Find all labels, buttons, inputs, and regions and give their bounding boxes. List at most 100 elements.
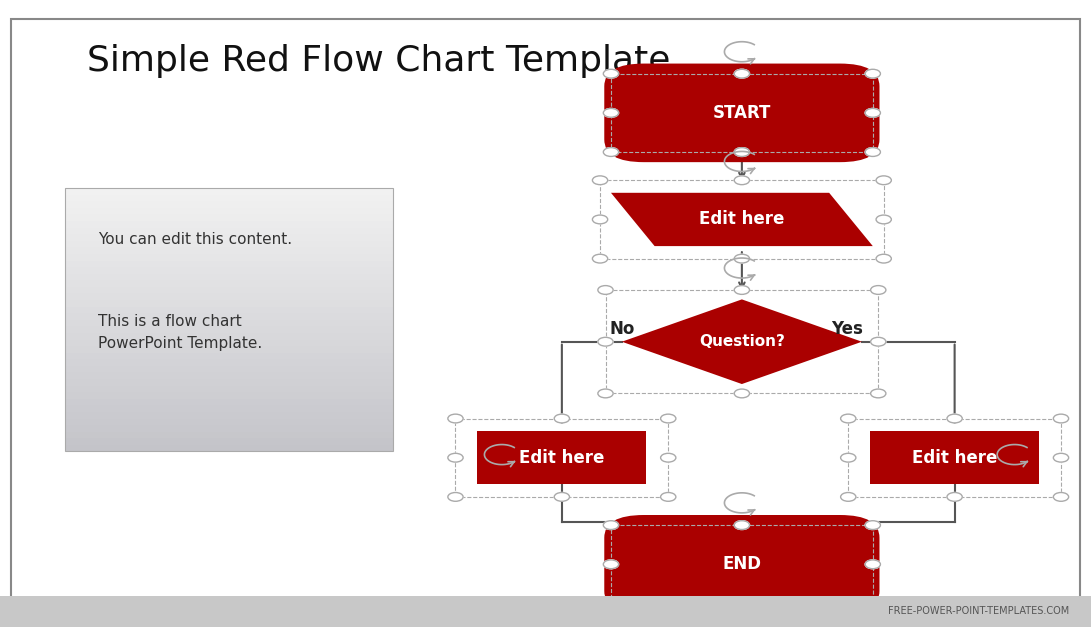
Circle shape: [554, 414, 570, 423]
FancyBboxPatch shape: [65, 333, 393, 339]
Circle shape: [840, 453, 856, 462]
Circle shape: [734, 286, 750, 295]
Circle shape: [603, 70, 619, 78]
Text: This is a flow chart
PowerPoint Template.: This is a flow chart PowerPoint Template…: [98, 314, 263, 350]
Circle shape: [734, 520, 750, 529]
Text: Simple Red Flow Chart Template: Simple Red Flow Chart Template: [87, 44, 671, 78]
FancyBboxPatch shape: [65, 228, 393, 234]
FancyBboxPatch shape: [65, 431, 393, 438]
Circle shape: [840, 414, 856, 423]
Circle shape: [661, 414, 676, 423]
Text: FREE-POWER-POINT-TEMPLATES.COM: FREE-POWER-POINT-TEMPLATES.COM: [888, 606, 1069, 616]
FancyBboxPatch shape: [11, 19, 1080, 602]
FancyBboxPatch shape: [65, 241, 393, 247]
FancyBboxPatch shape: [65, 214, 393, 221]
FancyBboxPatch shape: [65, 194, 393, 201]
Circle shape: [840, 493, 856, 502]
Circle shape: [865, 520, 880, 529]
FancyBboxPatch shape: [65, 366, 393, 372]
Circle shape: [947, 414, 962, 423]
FancyBboxPatch shape: [65, 314, 393, 320]
FancyBboxPatch shape: [65, 405, 393, 412]
FancyBboxPatch shape: [65, 339, 393, 346]
Circle shape: [865, 108, 880, 117]
FancyBboxPatch shape: [65, 346, 393, 352]
Circle shape: [734, 176, 750, 184]
Circle shape: [598, 389, 613, 398]
Circle shape: [448, 453, 464, 462]
FancyBboxPatch shape: [65, 399, 393, 405]
FancyBboxPatch shape: [65, 234, 393, 241]
FancyBboxPatch shape: [65, 261, 393, 267]
Circle shape: [554, 493, 570, 502]
Text: START: START: [712, 104, 771, 122]
Circle shape: [876, 255, 891, 263]
Circle shape: [598, 337, 613, 346]
Circle shape: [661, 453, 676, 462]
FancyBboxPatch shape: [65, 326, 393, 333]
Circle shape: [1054, 453, 1068, 462]
FancyBboxPatch shape: [65, 273, 393, 280]
FancyBboxPatch shape: [65, 393, 393, 399]
FancyBboxPatch shape: [65, 425, 393, 431]
Circle shape: [734, 70, 750, 78]
Circle shape: [603, 148, 619, 157]
Circle shape: [734, 148, 750, 157]
FancyBboxPatch shape: [65, 221, 393, 228]
Circle shape: [603, 599, 619, 608]
FancyBboxPatch shape: [65, 386, 393, 393]
Circle shape: [947, 493, 962, 502]
Circle shape: [448, 414, 464, 423]
Circle shape: [603, 108, 619, 117]
Circle shape: [603, 560, 619, 569]
FancyBboxPatch shape: [871, 431, 1039, 484]
Text: END: END: [722, 556, 762, 573]
Circle shape: [448, 493, 464, 502]
FancyBboxPatch shape: [65, 293, 393, 300]
FancyBboxPatch shape: [65, 438, 393, 445]
Text: No: No: [610, 320, 635, 338]
FancyBboxPatch shape: [65, 352, 393, 359]
Circle shape: [865, 70, 880, 78]
Text: Edit here: Edit here: [699, 211, 784, 228]
Circle shape: [592, 176, 608, 184]
Circle shape: [592, 215, 608, 224]
FancyBboxPatch shape: [65, 307, 393, 313]
FancyBboxPatch shape: [65, 248, 393, 254]
Circle shape: [871, 286, 886, 295]
Circle shape: [603, 520, 619, 529]
FancyBboxPatch shape: [65, 419, 393, 425]
FancyBboxPatch shape: [65, 287, 393, 293]
FancyBboxPatch shape: [0, 596, 1091, 627]
FancyBboxPatch shape: [65, 208, 393, 214]
Circle shape: [1054, 414, 1068, 423]
Circle shape: [865, 148, 880, 157]
Polygon shape: [622, 300, 862, 384]
Circle shape: [871, 337, 886, 346]
FancyBboxPatch shape: [604, 63, 879, 162]
FancyBboxPatch shape: [65, 201, 393, 208]
FancyBboxPatch shape: [65, 188, 393, 194]
FancyBboxPatch shape: [65, 267, 393, 273]
FancyBboxPatch shape: [65, 359, 393, 366]
Circle shape: [661, 493, 676, 502]
FancyBboxPatch shape: [65, 280, 393, 287]
FancyBboxPatch shape: [65, 379, 393, 386]
FancyBboxPatch shape: [65, 254, 393, 261]
FancyBboxPatch shape: [65, 445, 393, 451]
Circle shape: [592, 255, 608, 263]
Circle shape: [876, 215, 891, 224]
Text: You can edit this content.: You can edit this content.: [98, 232, 292, 247]
Text: Edit here: Edit here: [519, 449, 604, 466]
FancyBboxPatch shape: [65, 320, 393, 326]
Circle shape: [876, 176, 891, 184]
FancyBboxPatch shape: [65, 300, 393, 307]
Circle shape: [1054, 493, 1068, 502]
FancyBboxPatch shape: [65, 412, 393, 419]
FancyBboxPatch shape: [604, 515, 879, 614]
Polygon shape: [611, 193, 873, 246]
Text: Yes: Yes: [831, 320, 863, 338]
Text: Question?: Question?: [699, 334, 784, 349]
Circle shape: [734, 255, 750, 263]
FancyBboxPatch shape: [65, 372, 393, 379]
